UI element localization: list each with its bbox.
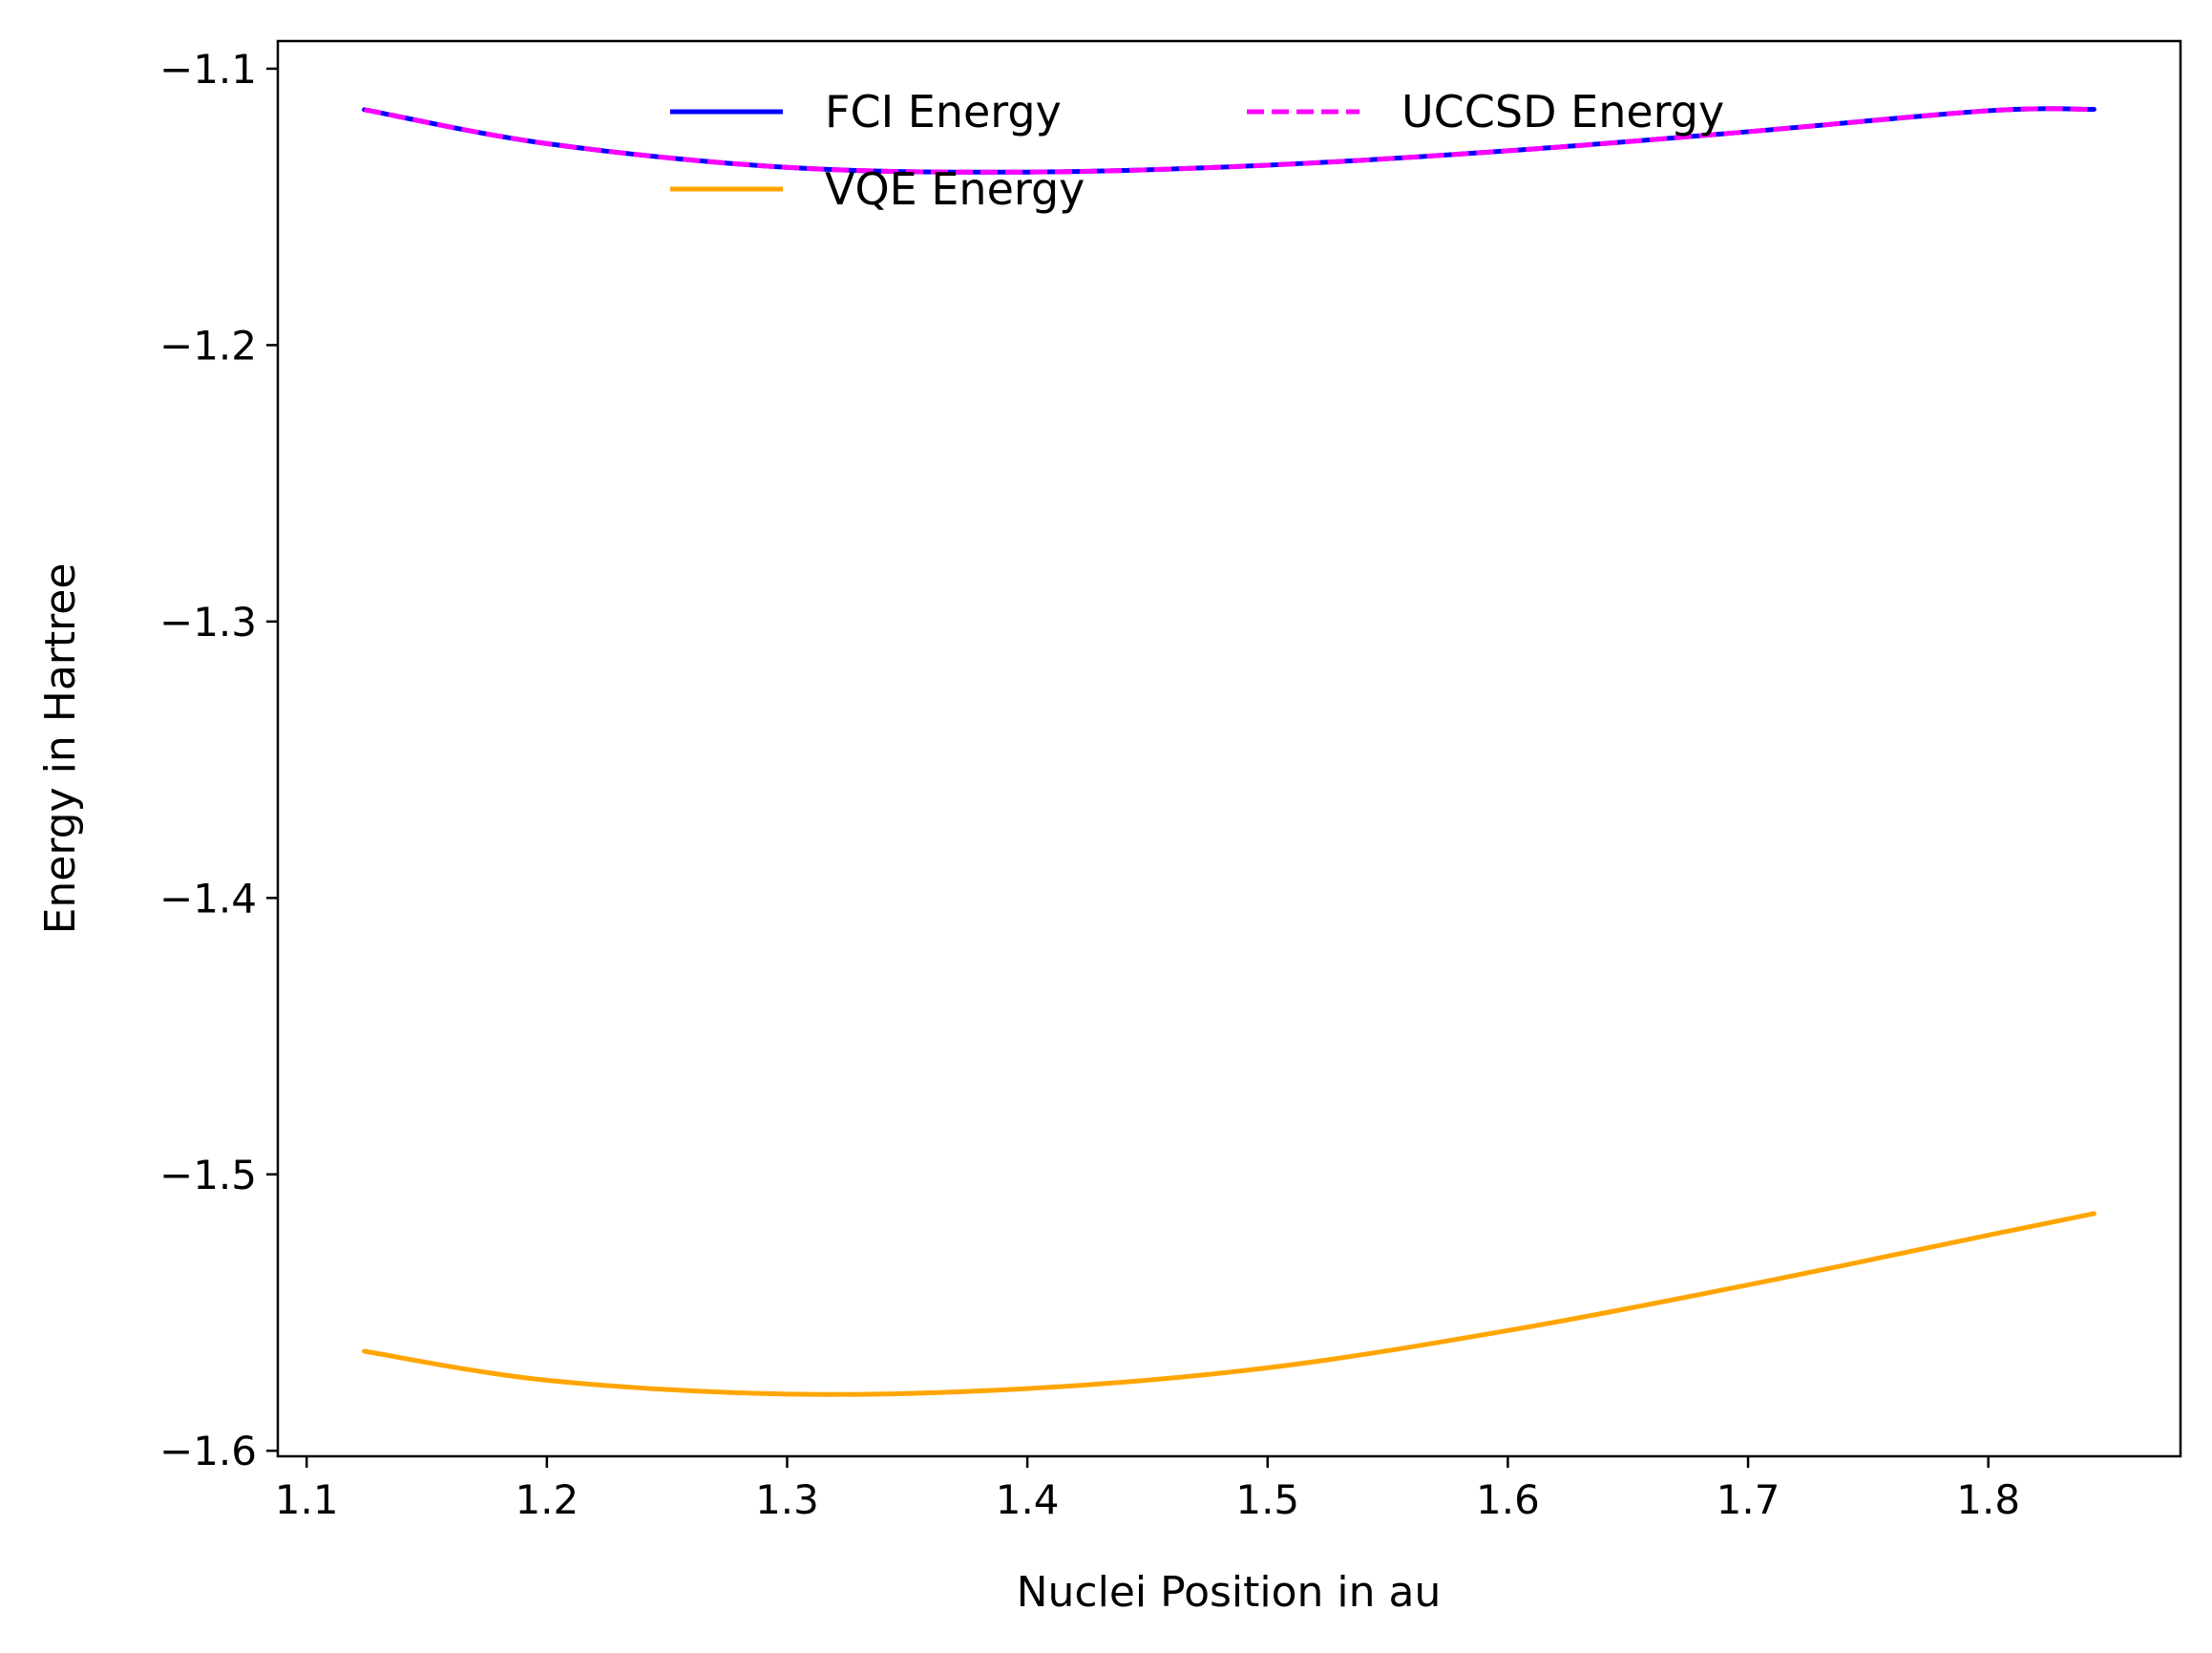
legend-label-fci-energy: FCI Energy: [825, 86, 1062, 138]
x-tick-label: 1.2: [515, 1476, 579, 1523]
y-axis-label: Energy in Hartree: [36, 563, 85, 935]
plot-frame: [276, 39, 2182, 1458]
x-tick-label: 1.7: [1717, 1476, 1780, 1523]
y-tick-label: −1.6: [159, 1428, 257, 1474]
legend-label-vqe-energy: VQE Energy: [825, 163, 1085, 215]
y-tick-label: −1.1: [159, 46, 257, 93]
y-tick-label: −1.5: [159, 1152, 257, 1198]
series-line-uccsd-energy: [364, 106, 2095, 175]
y-tick-label: −1.3: [159, 599, 257, 646]
x-tick-label: 1.1: [275, 1476, 339, 1523]
x-axis-label: Nuclei Position in au: [1017, 1568, 1442, 1617]
y-tick-label: −1.2: [159, 322, 257, 369]
y-axis-ticks: −1.1 −1.2 −1.3 −1.4 −1.5 −1.6: [159, 46, 278, 1474]
x-tick-label: 1.6: [1476, 1476, 1540, 1523]
x-tick-label: 1.3: [755, 1476, 819, 1523]
y-tick-label: −1.4: [159, 875, 257, 922]
series-layer: [362, 106, 2096, 1397]
legend: FCI Energy UCCSD Energy VQE Energy: [670, 86, 1724, 215]
x-axis-ticks: 1.1 1.2 1.3 1.4 1.5 1.6 1.7 1.8: [275, 1456, 2020, 1523]
legend-label-uccsd-energy: UCCSD Energy: [1401, 86, 1724, 138]
series-line-vqe-energy: [362, 1211, 2096, 1397]
x-tick-label: 1.5: [1235, 1476, 1299, 1523]
x-tick-label: 1.4: [996, 1476, 1060, 1523]
x-tick-label: 1.8: [1956, 1476, 2020, 1523]
